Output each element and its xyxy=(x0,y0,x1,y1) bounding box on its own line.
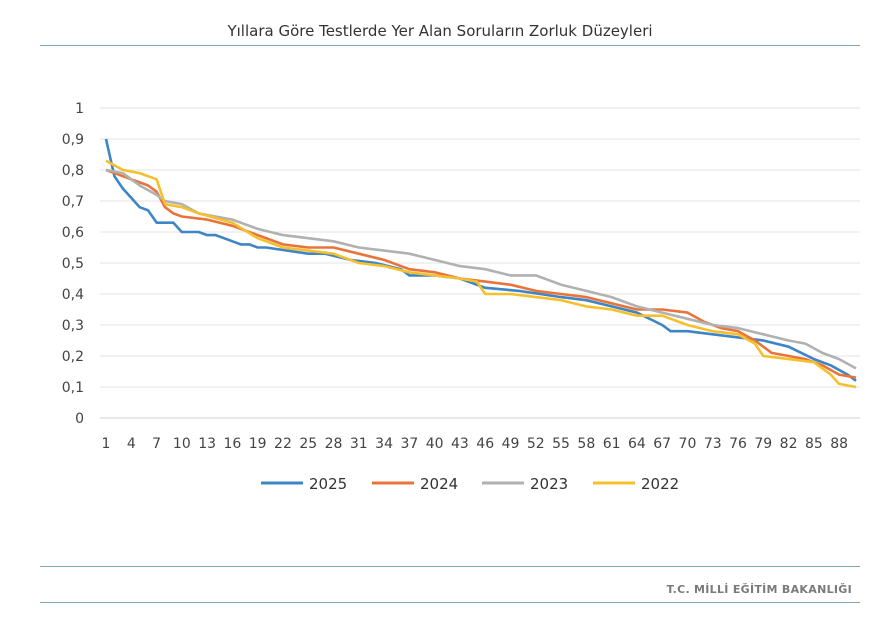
line-chart: 00,10,20,30,40,50,60,70,80,91 1 4 7 10 13 16 1… xyxy=(62,101,860,493)
x-tick-label: 7 xyxy=(152,436,161,452)
series-line-2022 xyxy=(105,159,857,389)
x-tick-label: 52 xyxy=(527,436,545,452)
y-tick-label: 0 xyxy=(75,411,84,427)
x-tick-label: 85 xyxy=(805,436,823,452)
legend-label-2022: 2022 xyxy=(641,475,679,493)
x-tick-label: 46 xyxy=(476,436,494,452)
x-axis-labels: 1 4 7 10 13 16 19 22 25 28 31 34 37 40 43 46 49 52 55 58 61 6… xyxy=(102,436,849,452)
y-axis-labels: 0 0,1 0,2 0,3 0,4 0,5 0,6 0,7 0,8 0,9 1 xyxy=(62,101,84,427)
y-tick-label: 0,9 xyxy=(62,132,84,148)
legend-label-2024: 2024 xyxy=(420,475,458,493)
y-tick-label: 1 xyxy=(75,101,84,117)
x-tick-label: 28 xyxy=(325,436,343,452)
x-tick-label: 61 xyxy=(603,436,621,452)
grid-lines xyxy=(100,107,860,419)
y-tick-label: 0,4 xyxy=(62,287,84,303)
y-tick-label: 0,8 xyxy=(62,163,84,179)
footer-divider-top xyxy=(40,566,860,567)
x-tick-label: 49 xyxy=(502,436,520,452)
x-tick-label: 4 xyxy=(127,436,136,452)
y-tick-label: 0,5 xyxy=(62,256,84,272)
series-line-2025 xyxy=(104,138,857,382)
legend: 2025 2024 2023 2022 xyxy=(261,475,679,493)
x-tick-label: 16 xyxy=(223,436,241,452)
x-tick-label: 43 xyxy=(451,436,469,452)
y-tick-label: 0,7 xyxy=(62,194,84,210)
top-divider xyxy=(40,45,860,46)
x-tick-label: 67 xyxy=(653,436,671,452)
x-tick-label: 10 xyxy=(173,436,191,452)
x-tick-label: 73 xyxy=(704,436,722,452)
x-tick-label: 1 xyxy=(102,436,111,452)
x-tick-label: 37 xyxy=(400,436,418,452)
x-tick-label: 19 xyxy=(249,436,267,452)
series-line-2023 xyxy=(105,168,857,370)
x-tick-label: 70 xyxy=(679,436,697,452)
x-tick-label: 79 xyxy=(754,436,772,452)
y-tick-label: 0,2 xyxy=(62,349,84,365)
x-tick-label: 25 xyxy=(299,436,317,452)
x-tick-label: 64 xyxy=(628,436,646,452)
x-tick-label: 13 xyxy=(198,436,216,452)
x-tick-label: 82 xyxy=(780,436,798,452)
x-tick-label: 88 xyxy=(830,436,848,452)
y-tick-label: 0,3 xyxy=(62,318,84,334)
footer-divider-bottom xyxy=(40,602,860,603)
legend-label-2025: 2025 xyxy=(309,475,347,493)
x-tick-label: 55 xyxy=(552,436,570,452)
series-lines xyxy=(104,138,857,389)
x-tick-label: 34 xyxy=(375,436,393,452)
x-tick-label: 40 xyxy=(426,436,444,452)
y-tick-label: 0,1 xyxy=(62,380,84,396)
x-tick-label: 58 xyxy=(577,436,595,452)
x-tick-label: 22 xyxy=(274,436,292,452)
footer-ministry-label: T.C. MİLLİ EĞİTİM BAKANLIĞI xyxy=(666,583,852,596)
chart-title: Yıllara Göre Testlerde Yer Alan Soruları… xyxy=(227,22,653,40)
y-tick-label: 0,6 xyxy=(62,225,84,241)
x-tick-label: 31 xyxy=(350,436,368,452)
x-tick-label: 76 xyxy=(729,436,747,452)
legend-label-2023: 2023 xyxy=(530,475,568,493)
